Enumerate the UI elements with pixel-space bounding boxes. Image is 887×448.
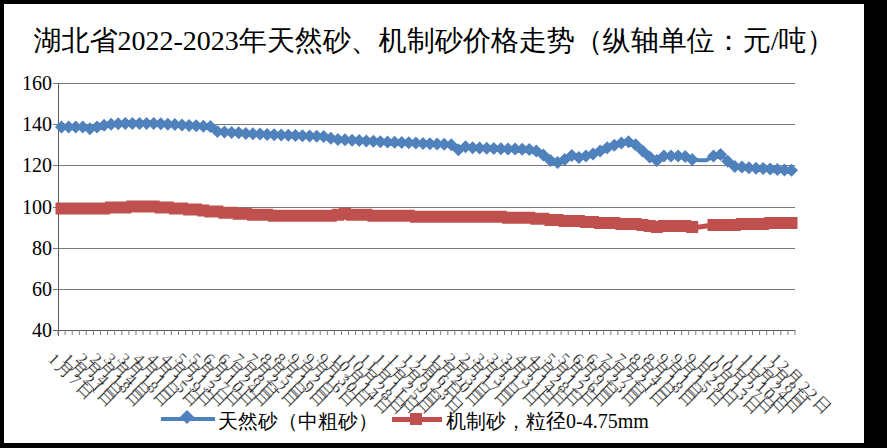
natural-sand-markers	[55, 117, 798, 177]
legend-label-machine-sand: 机制砂，粒径0-4.75mm	[446, 408, 649, 435]
machine-sand-markers	[56, 201, 798, 234]
legend-marker-square	[410, 413, 422, 425]
page: { "title": "湖北省2022-2023年天然砂、机制砂价格走势（纵轴单…	[0, 0, 887, 448]
legend-label-natural-sand: 天然砂（中粗砂）	[218, 408, 378, 435]
x-axis-ticks	[58, 330, 795, 335]
chart-canvas: 湖北省2022-2023年天然砂、机制砂价格走势（纵轴单位：元/吨） 16014…	[4, 4, 864, 443]
natural-sand-line	[62, 124, 792, 171]
